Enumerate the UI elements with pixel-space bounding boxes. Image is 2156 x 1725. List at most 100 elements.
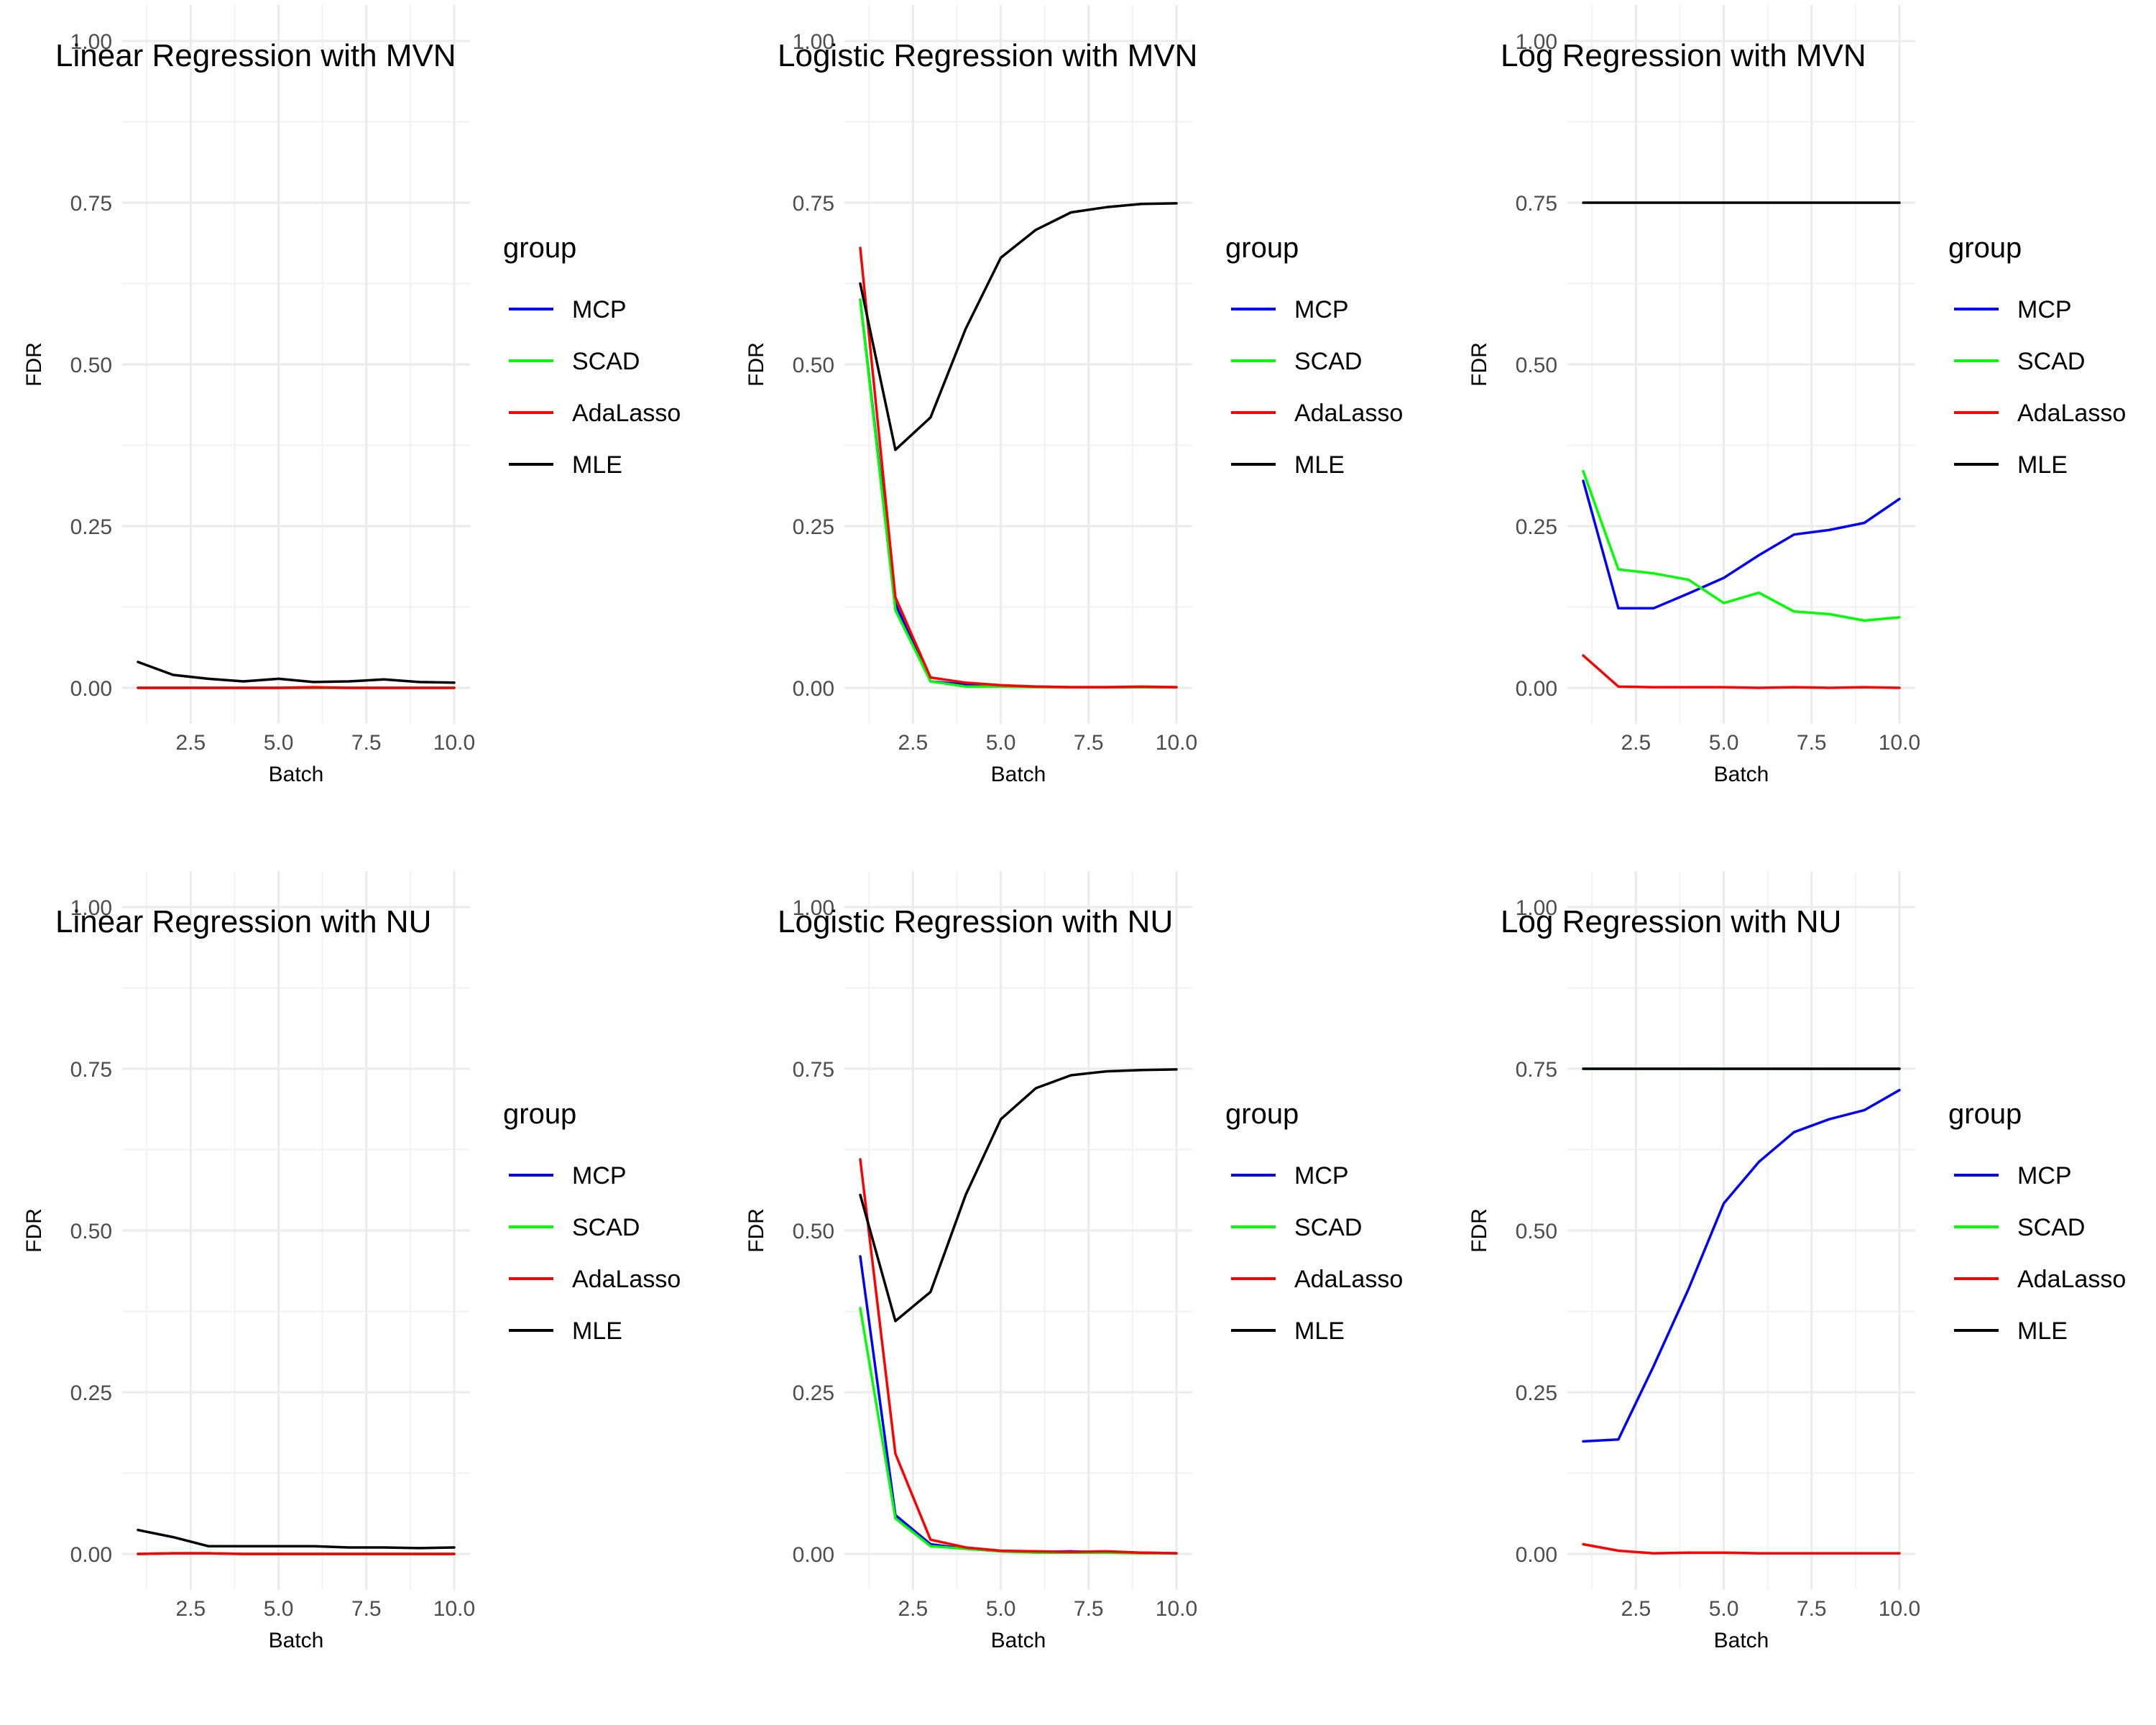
y-tick-label: 0.75 bbox=[1516, 192, 1557, 216]
y-tick-label: 0.50 bbox=[70, 1220, 112, 1243]
y-tick-label: 0.25 bbox=[70, 1381, 112, 1405]
series-line-mle bbox=[859, 202, 1178, 451]
series-line-adalasso bbox=[1582, 1542, 1901, 1555]
y-tick-label: 0.25 bbox=[793, 1381, 834, 1405]
y-tick-label: 0.00 bbox=[1516, 1543, 1557, 1567]
legend-label-mcp: MCP bbox=[2017, 1162, 2072, 1190]
legend-label-mcp: MCP bbox=[2017, 296, 2072, 323]
legend-label-adalasso: AdaLasso bbox=[1294, 1266, 1403, 1293]
y-tick-label: 1.00 bbox=[1516, 30, 1557, 54]
legend-label-mcp: MCP bbox=[572, 1162, 627, 1190]
y-tick-label: 0.75 bbox=[70, 1058, 112, 1082]
y-tick-label: 0.00 bbox=[70, 677, 112, 701]
x-tick-label: 2.5 bbox=[175, 1597, 206, 1621]
y-axis-label: FDR bbox=[22, 1208, 46, 1253]
x-axis-label: Batch bbox=[991, 1629, 1046, 1652]
chart-title: Log Regression with NU bbox=[1501, 904, 1841, 939]
y-tick-label: 1.00 bbox=[70, 896, 112, 920]
x-tick-label: 7.5 bbox=[1797, 1597, 1827, 1621]
series-line-adalasso bbox=[137, 1552, 456, 1555]
series-line-mle bbox=[137, 1528, 456, 1550]
y-tick-label: 0.75 bbox=[70, 192, 112, 216]
y-tick-label: 0.50 bbox=[70, 354, 112, 377]
x-tick-label: 7.5 bbox=[351, 731, 382, 755]
legend-label-adalasso: AdaLasso bbox=[1294, 400, 1403, 427]
chart-panel-1: 0.00 0.25 0.50 0.75 1.00 2.5 5.0 7.5 10.0 Batch FD… bbox=[22, 5, 681, 786]
x-tick-label: 7.5 bbox=[1797, 731, 1827, 755]
series-line-adalasso bbox=[1582, 654, 1901, 689]
y-axis-label: FDR bbox=[1468, 342, 1491, 387]
x-axis-label: Batch bbox=[269, 763, 324, 786]
y-tick-label: 1.00 bbox=[793, 30, 834, 54]
legend-label-adalasso: AdaLasso bbox=[572, 1266, 681, 1293]
y-tick-label: 0.25 bbox=[793, 515, 834, 539]
x-tick-label: 5.0 bbox=[986, 731, 1016, 755]
legend-label-mle: MLE bbox=[2017, 1317, 2068, 1345]
y-tick-label: 1.00 bbox=[70, 30, 112, 54]
x-tick-label: 5.0 bbox=[1709, 731, 1739, 755]
y-tick-label: 0.25 bbox=[1516, 1381, 1557, 1405]
chart-title: Log Regression with MVN bbox=[1501, 38, 1866, 73]
y-tick-label: 0.00 bbox=[793, 1543, 834, 1567]
x-tick-label: 10.0 bbox=[433, 1597, 475, 1621]
chart-title: Logistic Regression with NU bbox=[778, 904, 1173, 939]
y-axis-label: FDR bbox=[22, 342, 46, 387]
series-line-mle bbox=[137, 661, 456, 684]
y-tick-label: 0.50 bbox=[1516, 354, 1557, 377]
y-axis-label: FDR bbox=[745, 342, 768, 387]
legend-title: group bbox=[503, 1098, 576, 1130]
x-tick-label: 5.0 bbox=[264, 1597, 294, 1621]
series-line-scad bbox=[1582, 469, 1901, 622]
x-tick-label: 7.5 bbox=[1074, 1597, 1104, 1621]
legend-label-mcp: MCP bbox=[572, 296, 627, 323]
y-tick-label: 0.50 bbox=[793, 354, 834, 377]
y-tick-label: 0.00 bbox=[70, 1543, 112, 1567]
y-tick-label: 0.25 bbox=[1516, 515, 1557, 539]
series-line-mcp bbox=[1582, 479, 1901, 610]
legend-label-mle: MLE bbox=[572, 1317, 622, 1345]
series-line-mle bbox=[859, 1068, 1178, 1322]
y-tick-label: 0.75 bbox=[793, 1058, 834, 1082]
x-tick-label: 10.0 bbox=[1879, 731, 1920, 755]
x-tick-label: 5.0 bbox=[1709, 1597, 1739, 1621]
legend-label-scad: SCAD bbox=[572, 1214, 640, 1241]
series-line-mcp bbox=[1582, 1088, 1901, 1443]
chart-panel-6: 0.00 0.25 0.50 0.75 1.00 2.5 5.0 7.5 10.0 Batch FD… bbox=[1468, 871, 2126, 1652]
series-line-adalasso bbox=[859, 247, 1178, 689]
chart-title: Linear Regression with NU bbox=[55, 904, 431, 939]
legend-label-scad: SCAD bbox=[572, 348, 640, 375]
series-line-adalasso bbox=[859, 1158, 1178, 1555]
legend-title: group bbox=[1225, 232, 1299, 264]
series-line-adalasso bbox=[137, 686, 456, 689]
legend-label-scad: SCAD bbox=[1294, 1214, 1362, 1241]
y-tick-label: 1.00 bbox=[1516, 896, 1557, 920]
legend-label-scad: SCAD bbox=[1294, 348, 1362, 375]
y-tick-label: 0.50 bbox=[1516, 1220, 1557, 1243]
x-tick-label: 7.5 bbox=[351, 1597, 382, 1621]
chart-panel-3: 0.00 0.25 0.50 0.75 1.00 2.5 5.0 7.5 10.0 Batch FD… bbox=[1468, 5, 2126, 786]
y-axis-label: FDR bbox=[745, 1208, 768, 1253]
x-tick-label: 2.5 bbox=[898, 1597, 928, 1621]
x-axis-label: Batch bbox=[1714, 1629, 1769, 1652]
series-line-scad bbox=[859, 1307, 1178, 1555]
x-tick-label: 2.5 bbox=[175, 731, 206, 755]
x-tick-label: 10.0 bbox=[1156, 1597, 1197, 1621]
legend-title: group bbox=[1948, 1098, 2022, 1130]
x-tick-label: 2.5 bbox=[1621, 1597, 1651, 1621]
series-line-mcp bbox=[859, 298, 1178, 689]
chart-title: Linear Regression with MVN bbox=[55, 38, 456, 73]
legend-label-mcp: MCP bbox=[1294, 296, 1349, 323]
legend-label-adalasso: AdaLasso bbox=[2017, 400, 2126, 427]
legend-label-mle: MLE bbox=[572, 451, 622, 479]
y-tick-label: 0.75 bbox=[793, 192, 834, 216]
legend-label-scad: SCAD bbox=[2017, 348, 2085, 375]
x-tick-label: 2.5 bbox=[898, 731, 928, 755]
y-tick-label: 0.25 bbox=[70, 515, 112, 539]
x-tick-label: 5.0 bbox=[986, 1597, 1016, 1621]
legend-label-mcp: MCP bbox=[1294, 1162, 1349, 1190]
y-tick-label: 0.00 bbox=[793, 677, 834, 701]
x-tick-label: 10.0 bbox=[1879, 1597, 1920, 1621]
x-axis-label: Batch bbox=[991, 763, 1046, 786]
chart-panel-2: 0.00 0.25 0.50 0.75 1.00 2.5 5.0 7.5 10.0 Batch FD… bbox=[745, 5, 1403, 786]
